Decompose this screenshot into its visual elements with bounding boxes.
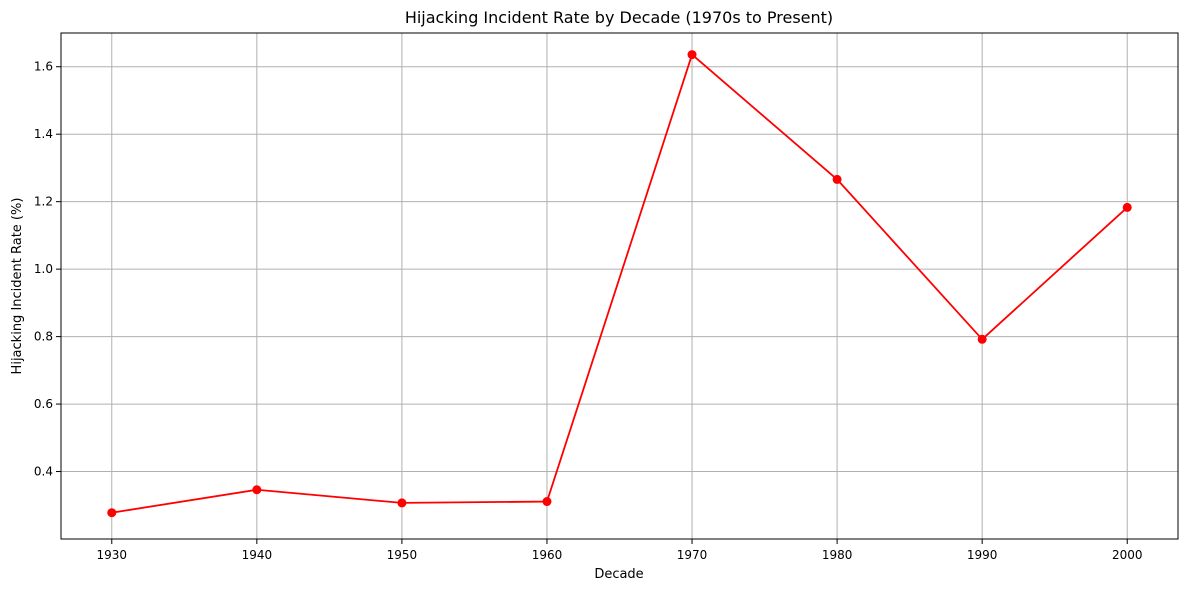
data-point [397, 498, 407, 508]
y-tick-label: 1.4 [34, 127, 53, 141]
data-point [832, 174, 842, 184]
x-axis-label: Decade [594, 567, 643, 582]
chart-title: Hijacking Incident Rate by Decade (1970s… [405, 8, 833, 27]
data-point [252, 485, 262, 495]
y-tick-label: 0.6 [34, 397, 53, 411]
plot-frame [60, 32, 1179, 540]
y-tick-label: 0.8 [34, 330, 53, 344]
data-point [1122, 202, 1132, 212]
data-point [687, 50, 697, 60]
series-line [111, 53, 1128, 514]
y-tick-label: 0.4 [34, 465, 53, 479]
y-tick-label: 1.2 [34, 195, 53, 209]
y-tick-label: 1.6 [34, 60, 53, 74]
x-tick-label: 1940 [242, 548, 273, 562]
data-point [977, 334, 987, 344]
x-tick-label: 2000 [1112, 548, 1143, 562]
x-tick-label: 1970 [677, 548, 708, 562]
y-axis-label: Hijacking Incident Rate (%) [10, 198, 25, 375]
tick-layer: 1930 1940 1950 1960 1970 1980 1990 2000 0.4 0.6 0.… [34, 60, 1143, 562]
data-point [542, 497, 552, 507]
x-tick-label: 1990 [967, 548, 998, 562]
x-tick-label: 1980 [822, 548, 853, 562]
x-tick-label: 1930 [96, 548, 127, 562]
x-tick-label: 1950 [387, 548, 418, 562]
series-layer [107, 50, 1132, 518]
y-tick-label: 1.0 [34, 262, 53, 276]
data-point [107, 508, 117, 518]
x-tick-label: 1960 [532, 548, 563, 562]
grid-lines [61, 33, 1178, 539]
